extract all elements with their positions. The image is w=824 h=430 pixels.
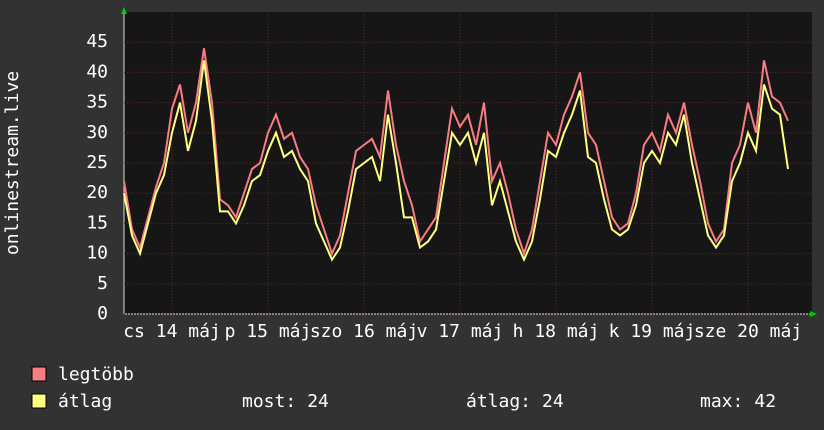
x-tick-label: h 18 máj — [513, 321, 600, 342]
plot-area — [124, 12, 812, 314]
y-tick-label: 35 — [86, 92, 108, 113]
stat-value: 24 — [542, 391, 564, 412]
x-tick-label: sze 20 máj — [694, 321, 802, 342]
y-tick-label: 5 — [97, 273, 108, 294]
y-tick-label: 40 — [86, 61, 108, 82]
y-axis-label: onlinestream.live — [2, 71, 23, 255]
legend-swatch — [31, 393, 47, 409]
legend-swatch — [31, 366, 47, 382]
legend-label: legtöbb — [58, 364, 134, 385]
stat-value: 24 — [307, 391, 329, 412]
x-tick-label: cs 14 máj — [123, 321, 221, 342]
y-tick-label: 45 — [86, 31, 108, 52]
x-tick-label: p 15 máj — [225, 321, 312, 342]
y-tick-label: 15 — [86, 212, 108, 233]
x-tick-label: v 17 máj — [417, 321, 504, 342]
y-axis-arrow — [121, 7, 127, 14]
y-tick-label: 20 — [86, 182, 108, 203]
y-tick-label: 30 — [86, 122, 108, 143]
stat-label: max: — [700, 391, 743, 412]
series-line — [123, 48, 789, 257]
x-tick-label: k 19 máj — [609, 321, 696, 342]
y-tick-label: 0 — [97, 303, 108, 324]
x-axis-arrow — [810, 311, 817, 317]
y-tick-label: 25 — [86, 152, 108, 173]
legend-label: átlag — [58, 391, 112, 412]
stat-value: 42 — [754, 391, 776, 412]
y-tick-label: 10 — [86, 243, 108, 264]
stat-label: átlag: — [466, 391, 531, 412]
stat-label: most: — [242, 391, 296, 412]
x-tick-label: szo 16 máj — [310, 321, 418, 342]
series-line — [123, 60, 789, 263]
